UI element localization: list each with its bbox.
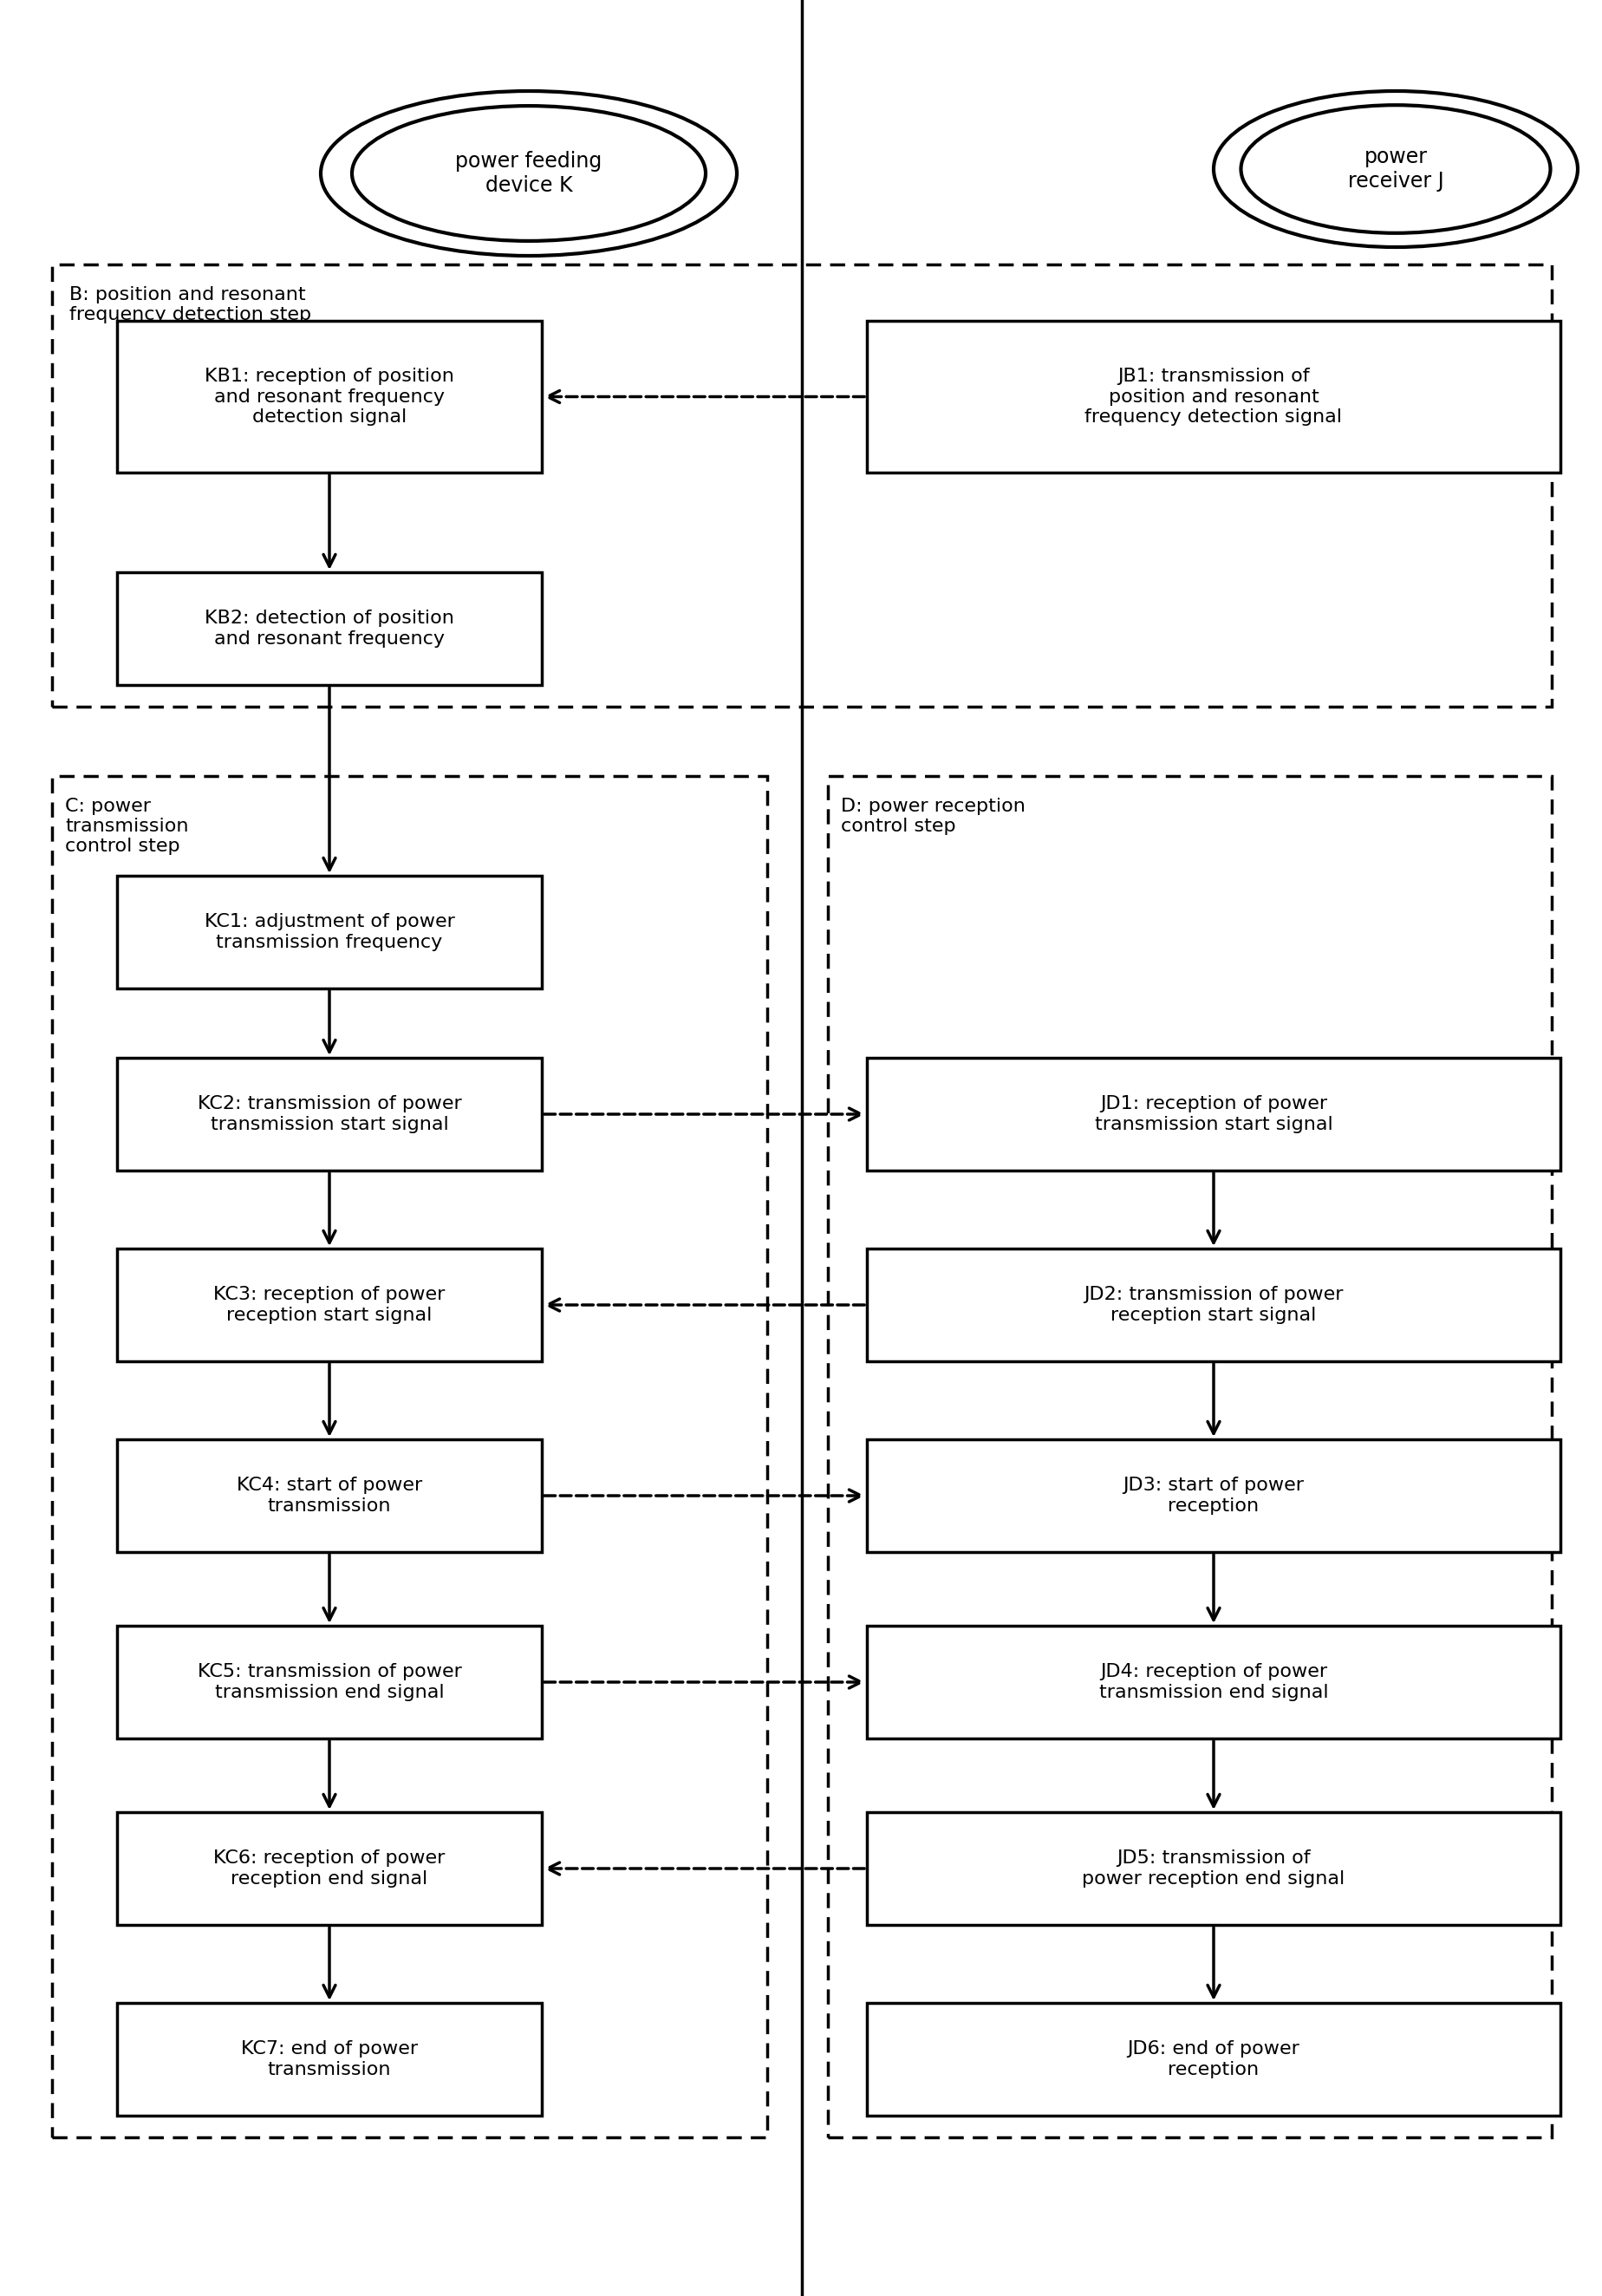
Text: JD1: reception of power
transmission start signal: JD1: reception of power transmission sta… — [1094, 1095, 1331, 1132]
Text: JD4: reception of power
transmission end signal: JD4: reception of power transmission end… — [1099, 1662, 1328, 1701]
Bar — [51, 264, 1551, 707]
Bar — [117, 1249, 541, 1362]
Text: power feeding
device K: power feeding device K — [455, 152, 602, 195]
Bar — [117, 572, 541, 684]
Ellipse shape — [352, 106, 705, 241]
Bar — [117, 1058, 541, 1171]
Text: KC2: transmission of power
transmission start signal: KC2: transmission of power transmission … — [197, 1095, 461, 1132]
Bar — [867, 1249, 1559, 1362]
Text: C: power
transmission
control step: C: power transmission control step — [66, 797, 189, 856]
Text: D: power reception
control step: D: power reception control step — [841, 797, 1025, 836]
Text: KC6: reception of power
reception end signal: KC6: reception of power reception end si… — [213, 1851, 445, 1887]
Ellipse shape — [1213, 92, 1576, 248]
Text: JD2: transmission of power
reception start signal: JD2: transmission of power reception sta… — [1083, 1286, 1342, 1325]
Text: power
receiver J: power receiver J — [1347, 147, 1443, 191]
Bar — [867, 1812, 1559, 1924]
Text: KC4: start of power
transmission: KC4: start of power transmission — [237, 1476, 421, 1515]
Bar — [117, 1812, 541, 1924]
Text: KC3: reception of power
reception start signal: KC3: reception of power reception start … — [213, 1286, 445, 1325]
Text: JD3: start of power
reception: JD3: start of power reception — [1123, 1476, 1304, 1515]
Text: KC7: end of power
transmission: KC7: end of power transmission — [240, 2041, 418, 2078]
Bar — [867, 1626, 1559, 1738]
Bar — [867, 2002, 1559, 2115]
Bar — [117, 321, 541, 473]
Bar — [867, 321, 1559, 473]
Text: KC5: transmission of power
transmission end signal: KC5: transmission of power transmission … — [197, 1662, 461, 1701]
Text: JB1: transmission of
position and resonant
frequency detection signal: JB1: transmission of position and resona… — [1085, 367, 1341, 425]
Text: KC1: adjustment of power
transmission frequency: KC1: adjustment of power transmission fr… — [203, 914, 455, 951]
Bar — [867, 1440, 1559, 1552]
Ellipse shape — [1240, 106, 1549, 234]
Bar — [51, 776, 767, 2138]
Ellipse shape — [320, 92, 737, 255]
Bar — [117, 2002, 541, 2115]
Bar — [117, 1440, 541, 1552]
Text: JD6: end of power
reception: JD6: end of power reception — [1126, 2041, 1299, 2078]
Text: KB2: detection of position
and resonant frequency: KB2: detection of position and resonant … — [205, 611, 453, 647]
Bar — [867, 1058, 1559, 1171]
Text: KB1: reception of position
and resonant frequency
detection signal: KB1: reception of position and resonant … — [205, 367, 453, 425]
Bar — [117, 875, 541, 990]
Bar — [827, 776, 1551, 2138]
Text: B: position and resonant
frequency detection step: B: position and resonant frequency detec… — [69, 287, 311, 324]
Bar — [117, 1626, 541, 1738]
Text: JD5: transmission of
power reception end signal: JD5: transmission of power reception end… — [1081, 1851, 1344, 1887]
